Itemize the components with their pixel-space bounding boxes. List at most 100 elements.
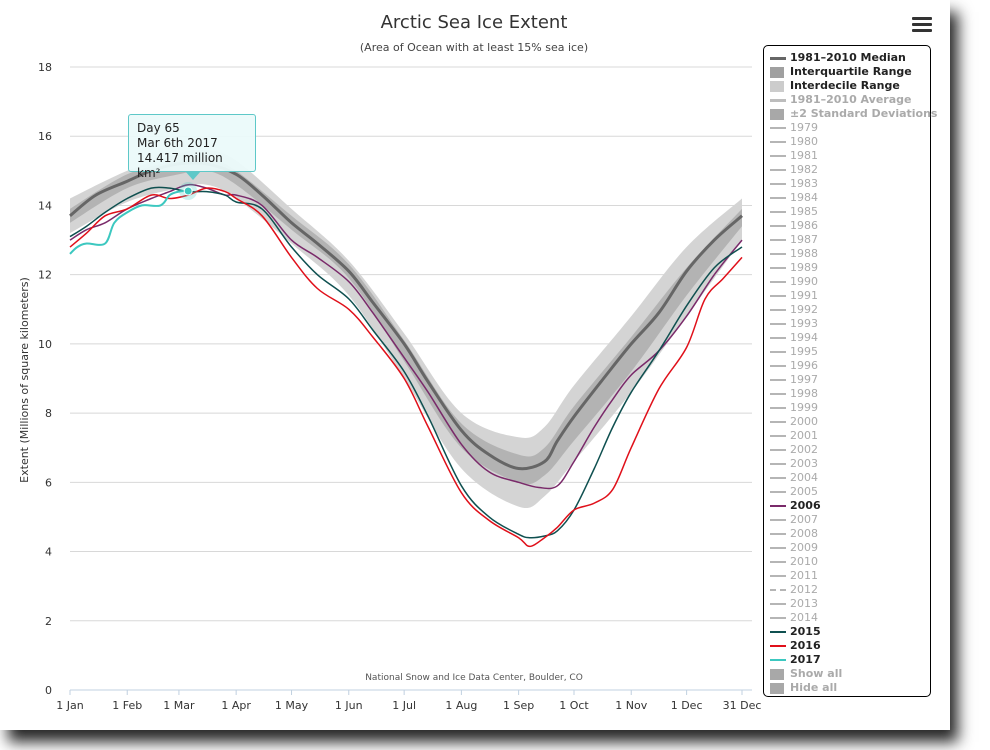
y-tick-label: 8 [45,407,52,420]
legend-item[interactable]: 1992 [770,303,930,317]
legend-label: 1981 [790,149,818,162]
legend-label: 1987 [790,233,818,246]
legend-symbol [770,659,786,661]
legend-item[interactable]: 1982 [770,163,930,177]
legend-symbol [770,309,786,311]
legend-symbol [770,603,786,605]
hover-point [183,186,193,196]
legend-item[interactable]: 1985 [770,205,930,219]
legend-item[interactable]: 1996 [770,359,930,373]
x-tick-label: 1 Mar [163,699,195,712]
legend-label: Hide all [790,681,838,694]
x-tick-label: 31 Dec [723,699,762,712]
legend-label: 1979 [790,121,818,134]
legend-label: 2008 [790,527,818,540]
legend-item[interactable]: Hide all [770,681,930,695]
legend-item[interactable]: 1984 [770,191,930,205]
legend-item[interactable]: Interdecile Range [770,79,930,93]
x-tick-label: 1 Sep [503,699,534,712]
x-tick-label: 1 Dec [671,699,703,712]
legend-item[interactable]: 2009 [770,541,930,555]
legend-item[interactable]: 2013 [770,597,930,611]
axes: 0 2 4 6 8 10 12 14 16 18 1 Jan 1 Feb 1 Mar 1 Apr 1 May… [38,61,761,712]
legend-item[interactable]: 1991 [770,289,930,303]
legend-item[interactable]: 1981–2010 Median [770,51,930,65]
legend-label: Show all [790,667,843,680]
legend-item[interactable]: 2011 [770,569,930,583]
x-tick-label: 1 Jul [392,699,416,712]
legend-label: 1988 [790,247,818,260]
tooltip-value: 14.417 million km² [137,151,223,180]
legend-item[interactable]: 2015 [770,625,930,639]
legend-symbol [770,225,786,227]
legend-label: 1986 [790,219,818,232]
legend-label: 1996 [790,359,818,372]
legend-item[interactable]: 1979 [770,121,930,135]
legend-symbol [770,379,786,381]
legend-label: 2017 [790,653,821,666]
legend-item[interactable]: 1993 [770,317,930,331]
legend-item[interactable]: 1980 [770,135,930,149]
x-tick-label: 1 Feb [112,699,142,712]
tooltip-arrow [185,171,201,180]
legend-item[interactable]: 1989 [770,261,930,275]
legend-item[interactable]: 1986 [770,219,930,233]
legend-item[interactable]: 2003 [770,457,930,471]
legend-label: 2005 [790,485,818,498]
legend-item[interactable]: 2016 [770,639,930,653]
legend-symbol [770,631,786,633]
legend-item[interactable]: 2014 [770,611,930,625]
legend-symbol [770,682,784,694]
legend-item[interactable]: 1981–2010 Average [770,93,930,107]
legend-symbol [770,533,786,535]
legend-item[interactable]: 1998 [770,387,930,401]
legend-symbol [770,141,786,143]
legend-item[interactable]: 1988 [770,247,930,261]
legend-label: 1998 [790,387,818,400]
legend-item[interactable]: 2012 [770,583,930,597]
legend-item[interactable]: 2007 [770,513,930,527]
chart-title: Arctic Sea Ice Extent [381,12,568,33]
legend-item[interactable]: ±2 Standard Deviations [770,107,937,121]
legend-symbol [770,211,786,213]
legend-symbol [770,295,786,297]
legend-symbol [770,351,786,353]
y-tick-label: 14 [38,199,52,212]
legend-label: 2011 [790,569,818,582]
legend-item[interactable]: 2017 [770,653,930,667]
legend-item[interactable]: 1997 [770,373,930,387]
legend-item[interactable]: 2002 [770,443,930,457]
legend-item[interactable]: Interquartile Range [770,65,930,79]
legend-label: 1993 [790,317,818,330]
legend-item[interactable]: 1983 [770,177,930,191]
legend-symbol [770,127,786,129]
legend-item[interactable]: 2005 [770,485,930,499]
legend-symbol [770,253,786,255]
legend-symbol [770,668,784,680]
legend-item[interactable]: 2004 [770,471,930,485]
legend-item[interactable]: Show all [770,667,930,681]
hamburger-menu-icon[interactable] [908,14,936,38]
legend-item[interactable]: 2008 [770,527,930,541]
legend-label: Interdecile Range [790,79,900,92]
legend-item[interactable]: 2000 [770,415,930,429]
legend-item[interactable]: 2006 [770,499,930,513]
legend-symbol [770,491,786,493]
legend-item[interactable]: 1995 [770,345,930,359]
legend-item[interactable]: 1990 [770,275,930,289]
x-tick-label: 1 Nov [615,699,647,712]
legend-symbol [770,421,786,423]
legend-item[interactable]: 1999 [770,401,930,415]
legend-item[interactable]: 2001 [770,429,930,443]
legend-symbol [770,561,786,563]
legend-item[interactable]: 1987 [770,233,930,247]
legend-label: 2006 [790,499,821,512]
legend-label: 1994 [790,331,818,344]
x-tick-label: 1 Aug [445,699,477,712]
legend-item[interactable]: 1981 [770,149,930,163]
legend-item[interactable]: 2010 [770,555,930,569]
legend-item[interactable]: 1994 [770,331,930,345]
legend-label: 1982 [790,163,818,176]
legend-label: 2014 [790,611,818,624]
